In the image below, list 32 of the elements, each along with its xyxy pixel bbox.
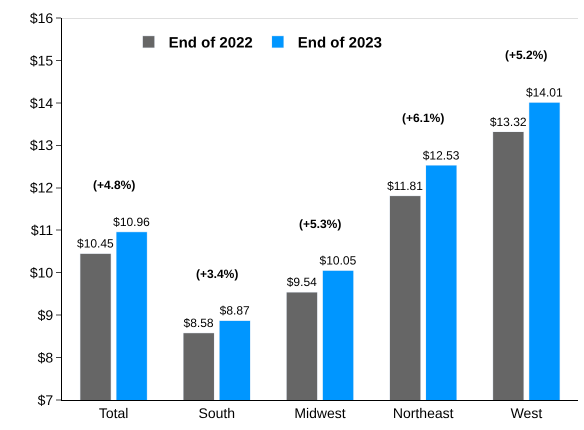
y-tick-label: $11 (30, 222, 54, 238)
y-tick-label: $7 (38, 392, 54, 408)
annotation: (+5.2%) (505, 48, 548, 62)
x-tick-label: Midwest (294, 404, 346, 421)
y-tick-label: $12 (30, 180, 54, 196)
data-label: $13.32 (490, 114, 527, 129)
x-tick-label: Total (98, 404, 128, 421)
data-label: $14.01 (526, 85, 563, 100)
x-tick-label: Northeast (392, 404, 454, 421)
data-label: $9.54 (286, 275, 318, 290)
data-label: $11.81 (387, 178, 424, 193)
data-label: $10.45 (77, 236, 114, 251)
y-tick-label: $16 (30, 10, 54, 26)
y-tick-label: $10 (30, 264, 54, 281)
x-tick-label: South (198, 404, 236, 421)
y-tick-label: $8 (38, 349, 54, 366)
data-label: $10.96 (113, 214, 150, 229)
annotation: (+3.4%) (196, 267, 238, 281)
annotation: (+5.3%) (299, 217, 342, 231)
data-label: $10.05 (320, 254, 357, 268)
legend-label: End of 2023 (298, 34, 382, 52)
annotation: (+4.8%) (93, 178, 136, 192)
y-tick-label: $9 (38, 307, 54, 324)
y-tick-label: $15 (30, 52, 54, 68)
y-tick-label: $14 (30, 94, 54, 111)
legend-label: End of 2022 (168, 34, 253, 52)
x-tick-label: West (510, 404, 542, 421)
data-label: $8.58 (184, 316, 214, 330)
data-label: $8.87 (220, 304, 250, 318)
y-tick-label: $13 (30, 137, 54, 154)
data-label: $12.53 (422, 148, 460, 162)
annotation: (+6.1%) (402, 111, 444, 125)
